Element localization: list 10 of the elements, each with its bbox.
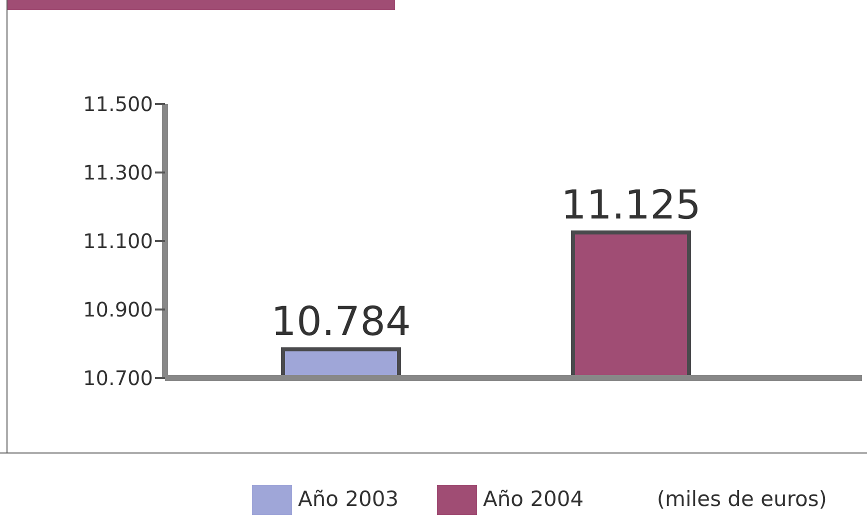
legend-label: Año 2003 xyxy=(298,487,399,511)
data-label: 11.125 xyxy=(561,182,701,228)
y-tick-label: 11.100 xyxy=(83,229,153,253)
y-tick-label: 11.500 xyxy=(83,92,153,116)
legend-label: Año 2004 xyxy=(483,487,584,511)
text: (miles de euros) xyxy=(656,487,827,511)
y-tick-label: 10.700 xyxy=(83,366,153,390)
y-tick-label: 10.900 xyxy=(83,298,153,322)
data-label: 10.784 xyxy=(271,299,411,346)
y-tick-label: 11.300 xyxy=(83,160,153,184)
